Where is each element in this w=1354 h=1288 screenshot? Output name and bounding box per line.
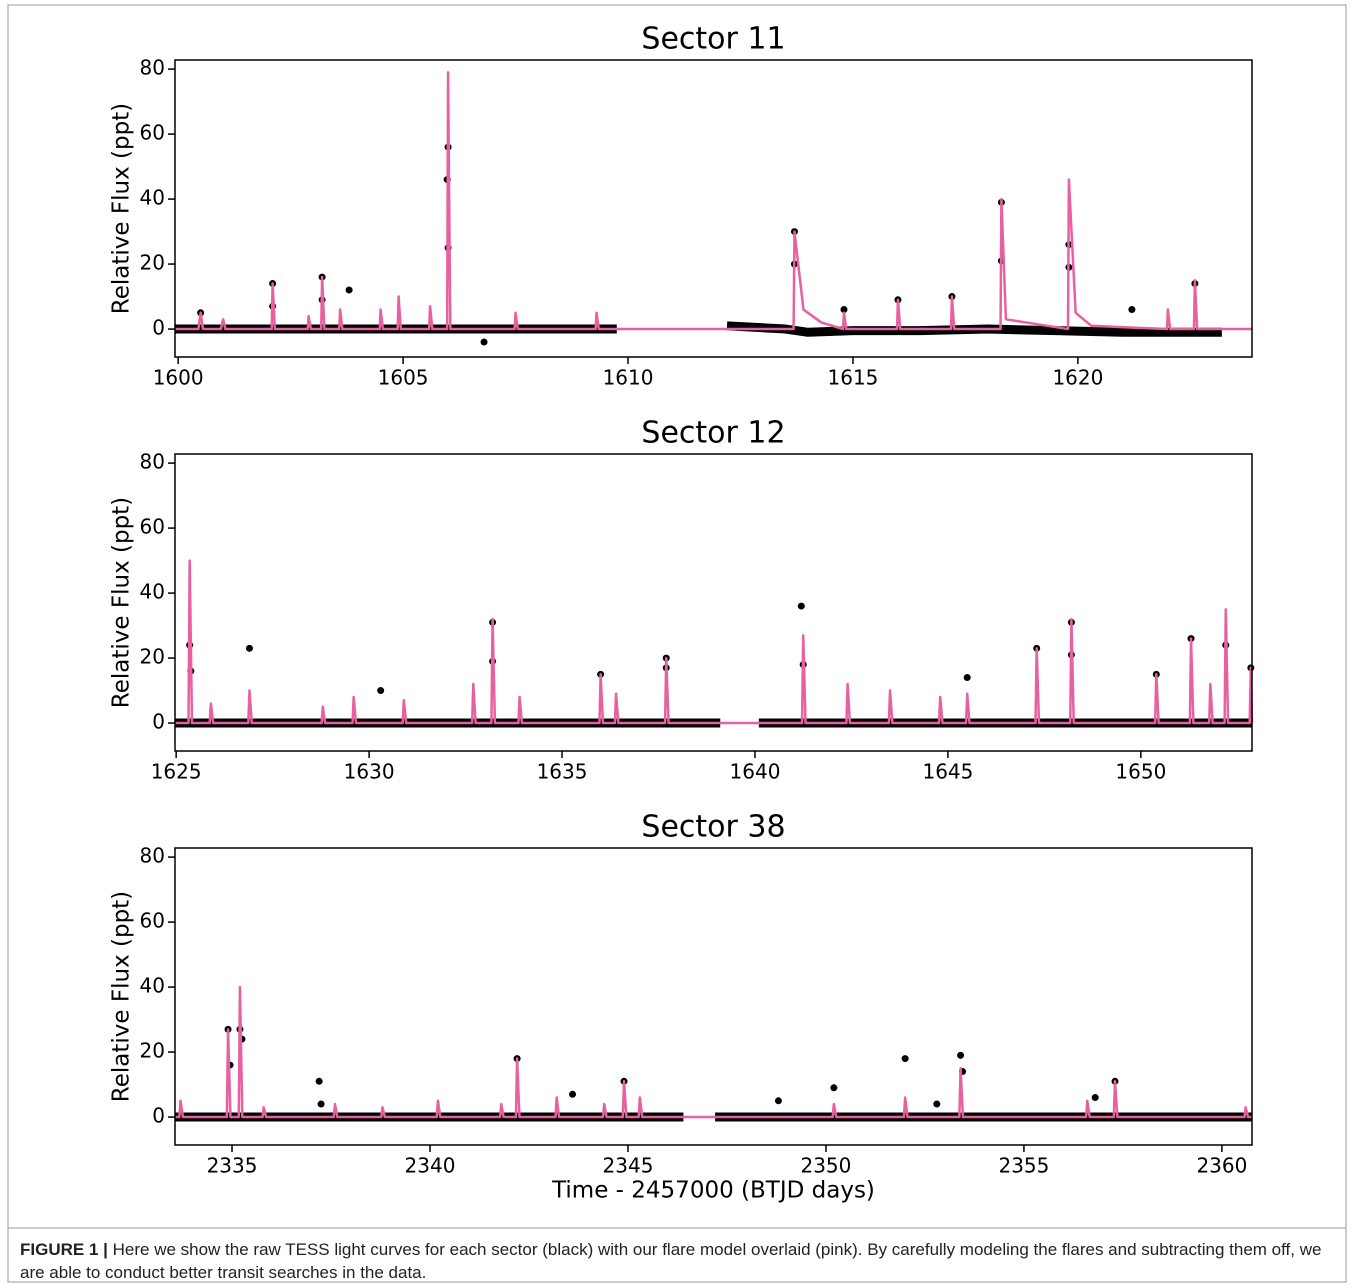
plot-frame	[174, 453, 1253, 752]
x-tick-label: 2340	[405, 1154, 456, 1178]
flare-model	[175, 985, 1252, 1119]
y-tick-label: 80	[140, 56, 165, 80]
y-tick-label: 80	[140, 450, 165, 474]
chart-title: Sector 11	[641, 22, 785, 57]
x-tick-label: 2355	[998, 1154, 1049, 1178]
figure-border	[7, 4, 1347, 1283]
flare-model	[175, 559, 1254, 725]
data-point	[345, 286, 353, 294]
data-point	[315, 1077, 323, 1085]
data-point	[1128, 306, 1136, 314]
data-point	[840, 306, 848, 314]
flare-model	[175, 71, 1252, 331]
y-axis-label: Relative Flux (ppt)	[109, 103, 135, 314]
x-tick-label: 1625	[151, 760, 202, 784]
y-tick-label: 80	[140, 844, 165, 868]
y-tick-label: 40	[140, 974, 165, 998]
x-tick-label: 1640	[730, 760, 781, 784]
x-axis-label: Time - 2457000 (BTJD days)	[551, 1178, 875, 1204]
x-tick-label: 1650	[1115, 760, 1166, 784]
x-tick-label: 2345	[603, 1154, 654, 1178]
x-tick-label: 1630	[344, 760, 395, 784]
data-point	[569, 1090, 577, 1098]
plot-frame	[174, 847, 1253, 1146]
data-point	[774, 1097, 782, 1105]
y-axis-label: Relative Flux (ppt)	[109, 891, 135, 1102]
x-tick-label: 1600	[153, 366, 204, 390]
data-point	[901, 1055, 909, 1063]
caption-label: FIGURE 1 |	[20, 1240, 108, 1259]
plot-frame	[174, 59, 1253, 358]
data-point	[1091, 1094, 1099, 1102]
y-tick-label: 0	[152, 1104, 165, 1128]
x-tick-label: 2335	[207, 1154, 258, 1178]
data-point	[245, 644, 253, 652]
x-tick-label: 2350	[800, 1154, 851, 1178]
y-tick-label: 20	[140, 1039, 165, 1063]
y-tick-label: 20	[140, 251, 165, 275]
data-point	[797, 602, 805, 610]
y-tick-label: 60	[140, 909, 165, 933]
caption: FIGURE 1 | Here we show the raw TESS lig…	[20, 1238, 1330, 1284]
x-tick-label: 1635	[537, 760, 588, 784]
data-point	[957, 1051, 965, 1059]
y-tick-label: 60	[140, 515, 165, 539]
x-tick-label: 1645	[922, 760, 973, 784]
y-axis-label: Relative Flux (ppt)	[109, 497, 135, 708]
y-tick-label: 0	[152, 710, 165, 734]
x-tick-label: 2360	[1196, 1154, 1247, 1178]
x-tick-label: 1620	[1052, 366, 1103, 390]
chart-title: Sector 38	[641, 810, 785, 845]
y-tick-label: 60	[140, 121, 165, 145]
data-point	[480, 338, 488, 346]
data-point	[963, 674, 971, 682]
x-tick-label: 1610	[603, 366, 654, 390]
x-tick-label: 1615	[828, 366, 879, 390]
data-point	[933, 1100, 941, 1108]
data-point	[830, 1084, 838, 1092]
y-tick-label: 40	[140, 186, 165, 210]
y-tick-label: 40	[140, 580, 165, 604]
y-tick-label: 20	[140, 645, 165, 669]
chart-title: Sector 12	[641, 416, 785, 451]
y-tick-label: 0	[152, 316, 165, 340]
data-point	[317, 1100, 325, 1108]
caption-text: Here we show the raw TESS light curves f…	[20, 1240, 1322, 1282]
data-point	[377, 687, 385, 695]
x-tick-label: 1605	[378, 366, 429, 390]
